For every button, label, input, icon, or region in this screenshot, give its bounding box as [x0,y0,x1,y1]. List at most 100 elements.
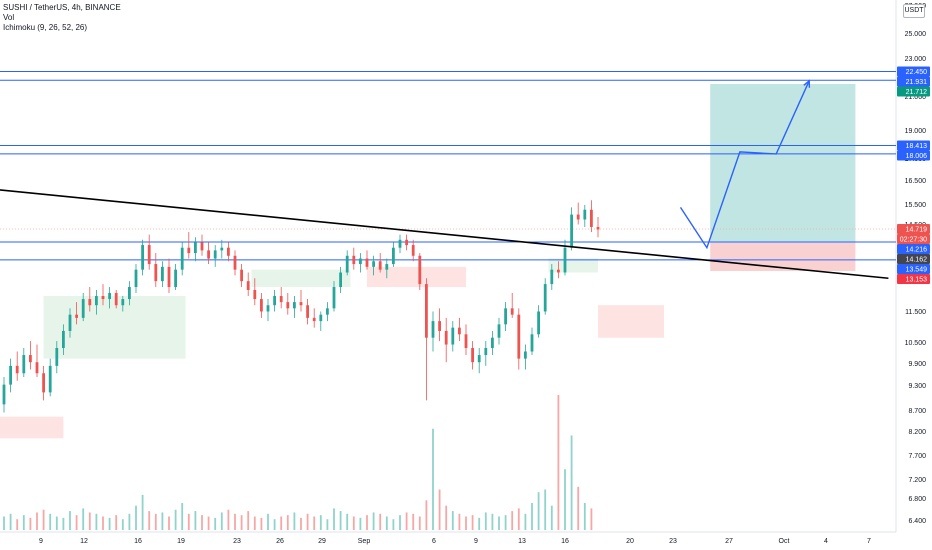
candle-body[interactable] [550,269,554,285]
candle-body[interactable] [279,296,283,303]
candle-body[interactable] [392,247,395,265]
candle-body[interactable] [207,250,210,259]
candle-body[interactable] [543,284,547,312]
candle-body[interactable] [319,314,323,322]
candle-body[interactable] [134,269,138,288]
candle-body[interactable] [477,355,481,363]
candle-body[interactable] [365,258,369,267]
candle-body[interactable] [451,327,455,345]
candle-body[interactable] [161,266,164,282]
candle-body[interactable] [438,321,441,331]
candle-body[interactable] [95,296,98,306]
x-tick-label: 9 [474,538,478,545]
candle-body[interactable] [405,239,408,246]
candle-body[interactable] [81,299,85,318]
candle-body[interactable] [530,334,534,352]
candle-body[interactable] [484,348,488,356]
candle-body[interactable] [233,255,237,270]
candle-body[interactable] [88,299,92,306]
candle-body[interactable] [425,284,428,338]
candle-body[interactable] [55,348,59,366]
candle-body[interactable] [253,289,257,300]
candle-body[interactable] [504,308,507,325]
candle-body[interactable] [497,324,501,338]
candle-body[interactable] [62,330,65,349]
candle-body[interactable] [167,266,171,288]
candle-body[interactable] [213,250,217,259]
candle-body[interactable] [570,214,573,248]
candle-body[interactable] [398,239,402,248]
candle-body[interactable] [9,365,12,385]
trendline[interactable] [0,186,889,280]
candle-body[interactable] [596,226,600,230]
candle-body[interactable] [299,302,303,306]
candle-body[interactable] [29,355,32,363]
candle-body[interactable] [286,302,290,309]
candle-body[interactable] [108,292,111,300]
candle-body[interactable] [411,245,415,256]
candle-body[interactable] [266,305,270,312]
candle-body[interactable] [590,209,593,227]
candle-body[interactable] [246,281,250,290]
candle-body[interactable] [464,334,468,349]
volume-bar [418,516,421,530]
candle-body[interactable] [2,384,6,405]
candle-body[interactable] [121,299,125,306]
candle-body[interactable] [48,365,52,393]
candle-body[interactable] [431,321,435,338]
candle-body[interactable] [345,255,349,273]
candle-body[interactable] [68,314,72,331]
candle-body[interactable] [471,348,474,363]
candle-body[interactable] [510,308,514,315]
candle-body[interactable] [180,247,184,270]
candle-body[interactable] [187,247,191,254]
candle-body[interactable] [306,305,309,318]
candle-body[interactable] [537,311,540,335]
candle-body[interactable] [273,296,276,306]
candle-body[interactable] [418,255,422,285]
candle-body[interactable] [458,327,461,335]
candle-body[interactable] [147,245,151,265]
candle-body[interactable] [339,272,342,288]
candle-body[interactable] [42,373,45,393]
candle-body[interactable] [352,255,356,265]
candle-body[interactable] [444,330,448,345]
candle-body[interactable] [174,269,177,288]
candle-body[interactable] [332,287,336,309]
candle-body[interactable] [293,302,296,309]
candle-body[interactable] [227,247,230,256]
stop-zone[interactable] [710,242,856,271]
candle-body[interactable] [583,209,587,220]
candle-body[interactable] [200,242,204,251]
candle-body[interactable] [372,261,375,267]
candle-body[interactable] [378,261,382,270]
candle-body[interactable] [563,247,567,273]
candle-body[interactable] [517,314,521,359]
candle-body[interactable] [154,264,158,282]
candle-body[interactable] [194,242,197,254]
candle-body[interactable] [141,245,144,270]
candle-body[interactable] [260,299,263,312]
candle-body[interactable] [22,355,26,374]
candle-body[interactable] [557,269,560,273]
candle-body[interactable] [359,258,362,265]
candle-body[interactable] [35,362,39,374]
candle-body[interactable] [220,247,224,251]
projection-path[interactable] [679,80,810,250]
candle-body[interactable] [312,317,316,322]
x-tick-label: 4 [824,538,828,545]
candle-body[interactable] [576,214,580,220]
candle-body[interactable] [385,264,389,270]
candle-body[interactable] [114,292,118,306]
candle-body[interactable] [326,308,329,315]
candle-body[interactable] [240,269,243,282]
candle-body[interactable] [75,314,78,318]
candle-body[interactable] [101,296,105,300]
candle-body[interactable] [15,365,19,374]
candle-body[interactable] [128,287,131,300]
candle-body[interactable] [524,351,527,359]
currency-selector[interactable]: USDT [903,4,925,18]
candle-body[interactable] [491,337,494,349]
target-zone[interactable] [710,84,856,242]
